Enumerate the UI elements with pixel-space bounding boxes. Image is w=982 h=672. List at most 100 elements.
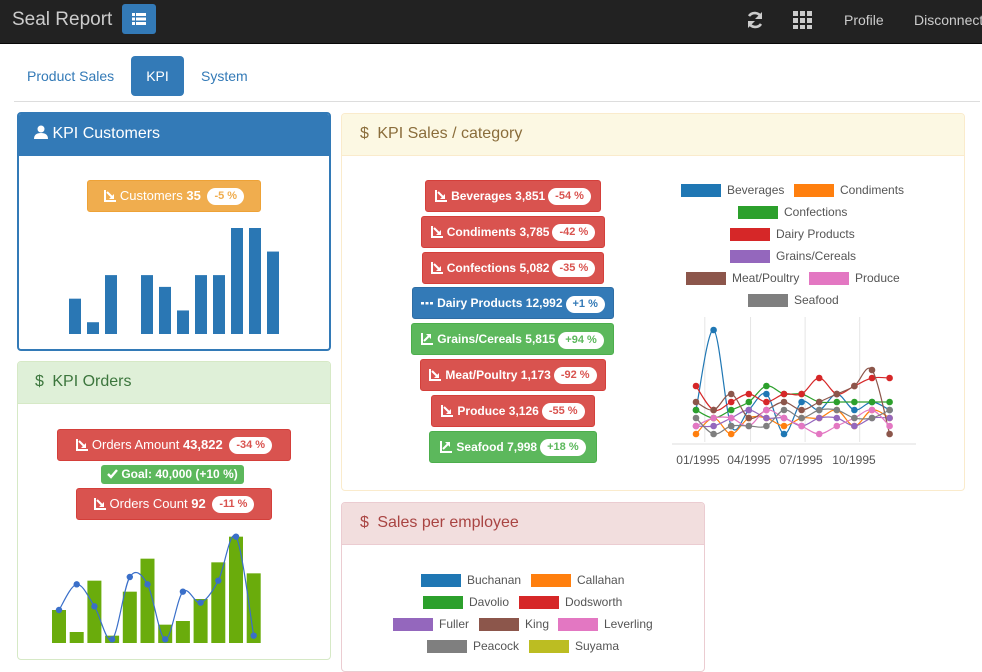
sales-series-point [886, 374, 893, 382]
legend-label[interactable]: King [525, 617, 550, 631]
sales-kpi-label: Confections [446, 260, 517, 275]
legend-swatch [730, 250, 770, 263]
sales-series-point [833, 398, 841, 406]
legend-swatch [681, 184, 721, 197]
sales-series-point [710, 414, 717, 422]
dollar-icon: $ [35, 373, 44, 390]
orders-count-kpi[interactable]: Orders Count 92 -11 % [76, 488, 272, 520]
kpi-sales-title: KPI Sales / category [377, 125, 523, 142]
check-icon [107, 469, 118, 479]
sales-series-point [886, 406, 893, 414]
x-tick-label: 07/1995 [779, 453, 823, 467]
legend-swatch [809, 272, 849, 285]
sales-series-point [763, 398, 770, 406]
orders-bar [87, 580, 102, 643]
orders-bar [122, 591, 137, 643]
customers-kpi[interactable]: Customers 35 -5 % [87, 180, 261, 212]
sales-series-point [727, 390, 735, 398]
sales-kpi-label: Beverages [451, 189, 512, 203]
sales-kpi-beverages[interactable]: Beverages 3,851 -54 % [425, 180, 601, 212]
sales-series-point [763, 406, 770, 414]
legend-label[interactable]: Leverling [604, 617, 653, 631]
legend-label[interactable]: Condiments [840, 183, 905, 197]
profile-link[interactable]: Profile [844, 12, 884, 28]
orders-count-point [91, 603, 98, 610]
tab-product-sales[interactable]: Product Sales [27, 68, 115, 84]
sales-series-point [886, 422, 893, 430]
sales-series-point [815, 414, 823, 422]
sales-kpi-condiments[interactable]: Condiments 3,785 -42 % [421, 215, 605, 248]
legend-label[interactable]: Grains/Cereals [776, 249, 857, 263]
flat-icon [421, 302, 434, 305]
sales-kpi-dairy-products[interactable]: Dairy Products 12,992 +1 % [412, 287, 614, 320]
tab-system[interactable]: System [201, 68, 248, 84]
orders-goal-badge: Goal: 40,000 (+10 %) [101, 465, 244, 484]
legend-label[interactable]: Confections [784, 205, 848, 219]
sales-series-point [851, 414, 858, 422]
legend-label[interactable]: Meat/Poultry [732, 271, 800, 285]
legend-label[interactable]: Peacock [473, 639, 520, 653]
customers-kpi-value: 35 [186, 188, 201, 203]
sales-series-point [745, 398, 753, 406]
user-icon [34, 125, 48, 139]
menu-button[interactable] [122, 4, 156, 34]
sales-kpi-value: 12,992 [525, 296, 563, 311]
sales-kpi-confections[interactable]: Confections 5,082 -35 % [422, 251, 604, 284]
orders-bar [193, 599, 208, 643]
sales-kpi-label: Grains/Cereals [437, 332, 522, 347]
legend-label[interactable]: Davolio [469, 595, 510, 609]
sales-series-point [727, 406, 735, 414]
sales-kpi-delta: -55 % [541, 403, 585, 421]
refresh-icon[interactable] [745, 10, 765, 35]
sales-series-point [815, 406, 823, 414]
sales-kpi-delta: +94 % [558, 331, 604, 349]
legend-label[interactable]: Callahan [577, 573, 625, 587]
sales-kpi-produce[interactable]: Produce 3,126 -55 % [431, 394, 595, 427]
sales-series-line [695, 409, 890, 428]
sales-kpi-meat-poultry[interactable]: Meat/Poultry 1,173 -92 % [420, 359, 606, 391]
legend-swatch [519, 596, 559, 609]
orders-goal-label: Goal: 40,000 (+10 %) [121, 467, 238, 481]
legend-label[interactable]: Suyama [575, 639, 620, 653]
sales-series-point [780, 414, 788, 422]
legend-label[interactable]: Fuller [439, 617, 470, 631]
legend-label[interactable]: Beverages [727, 183, 785, 197]
grid-icon[interactable] [793, 10, 813, 35]
sales-series-point [745, 422, 753, 430]
legend-label[interactable]: Dairy Products [776, 227, 855, 241]
sales-kpi-delta: -35 % [552, 259, 596, 277]
sales-series-point [780, 430, 788, 438]
sales-series-point [868, 374, 876, 382]
trend-down-icon [430, 225, 443, 238]
sales-kpi-delta: +1 % [565, 295, 605, 313]
orders-bar [246, 573, 261, 643]
legend-label[interactable]: Buchanan [467, 573, 522, 587]
sales-kpi-grains-cereals[interactable]: Grains/Cereals 5,815 +94 % [411, 323, 614, 356]
sales-series-point [780, 390, 788, 398]
brand-title[interactable]: Seal Report [12, 9, 113, 30]
sales-series-point [692, 382, 700, 390]
disconnect-link[interactable]: Disconnect [914, 12, 982, 28]
sales-kpi-value: 3,785 [519, 224, 550, 239]
sales-series-point [851, 398, 858, 406]
orders-bar [158, 624, 173, 643]
orders-amount-value: 43,822 [182, 437, 223, 452]
orders-amount-kpi[interactable]: Orders Amount 43,822 -34 % [57, 429, 291, 461]
legend-label[interactable]: Dodsworth [565, 595, 623, 609]
sales-kpi-seafood[interactable]: Seafood 7,998 +18 % [429, 430, 597, 463]
customers-bar [141, 275, 153, 334]
sales-series-point [710, 430, 717, 438]
legend-swatch [393, 618, 433, 631]
dollar-icon: $ [360, 514, 369, 531]
legend-label[interactable]: Produce [855, 271, 900, 285]
kpi-customers-title: KPI Customers [52, 125, 161, 142]
legend-swatch [529, 640, 569, 653]
legend-label[interactable]: Seafood [794, 293, 839, 307]
sales-series-point [833, 422, 841, 430]
legend-swatch [686, 272, 726, 285]
customers-bar [231, 228, 243, 334]
tab-kpi[interactable]: KPI [131, 56, 184, 96]
sales-series-point [851, 382, 858, 390]
trend-down-icon [93, 498, 106, 510]
sales-series-point [780, 406, 788, 414]
